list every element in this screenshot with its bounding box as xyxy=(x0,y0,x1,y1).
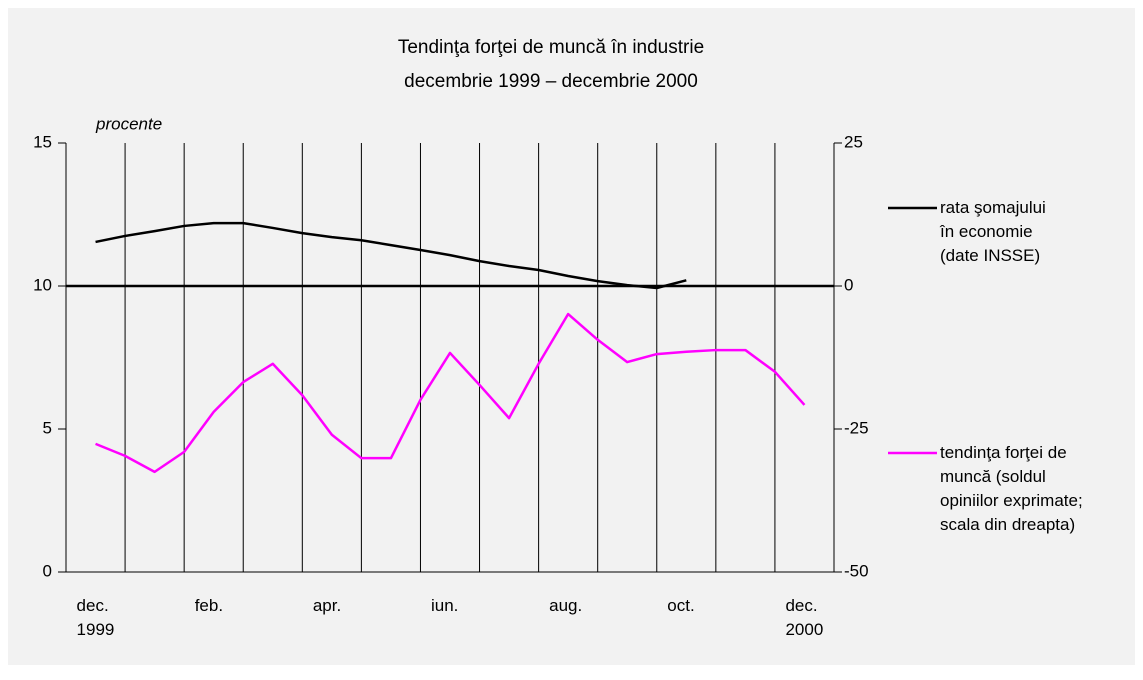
panel xyxy=(8,8,1135,665)
x-tick-label: dec. 2000 xyxy=(785,596,824,639)
y-tick-label: 10 xyxy=(33,275,52,294)
x-tick-label: apr. xyxy=(312,596,342,615)
y-tick-label: 15 xyxy=(33,132,52,151)
x-tick-label: feb. xyxy=(194,596,224,615)
y-axis-label: procente xyxy=(95,114,162,133)
series-line xyxy=(95,221,687,290)
legend-label: rata şomajului în economie (date INSSE) xyxy=(940,198,1046,265)
chart-title: Tendinţa forţei de muncă în industrie xyxy=(398,37,704,58)
y2-tick-label: -50 xyxy=(844,561,869,580)
x-tick-label: aug. xyxy=(549,596,583,615)
x-tick-label: oct. xyxy=(667,596,695,615)
y2-tick-label: 25 xyxy=(844,132,863,151)
y2-tick-label: 0 xyxy=(844,275,853,294)
x-tick-label: dec. 1999 xyxy=(76,596,115,639)
y2-tick-label: -25 xyxy=(844,418,869,437)
x-tick-label: iun. xyxy=(431,596,459,615)
series-line xyxy=(95,312,806,474)
legend-label: tendinţa forţei de muncă (soldul opiniil… xyxy=(940,443,1083,534)
chart-subtitle: decembrie 1999 – decembrie 2000 xyxy=(404,71,698,92)
y-tick-label: 0 xyxy=(43,561,52,580)
y-tick-label: 5 xyxy=(43,418,52,437)
